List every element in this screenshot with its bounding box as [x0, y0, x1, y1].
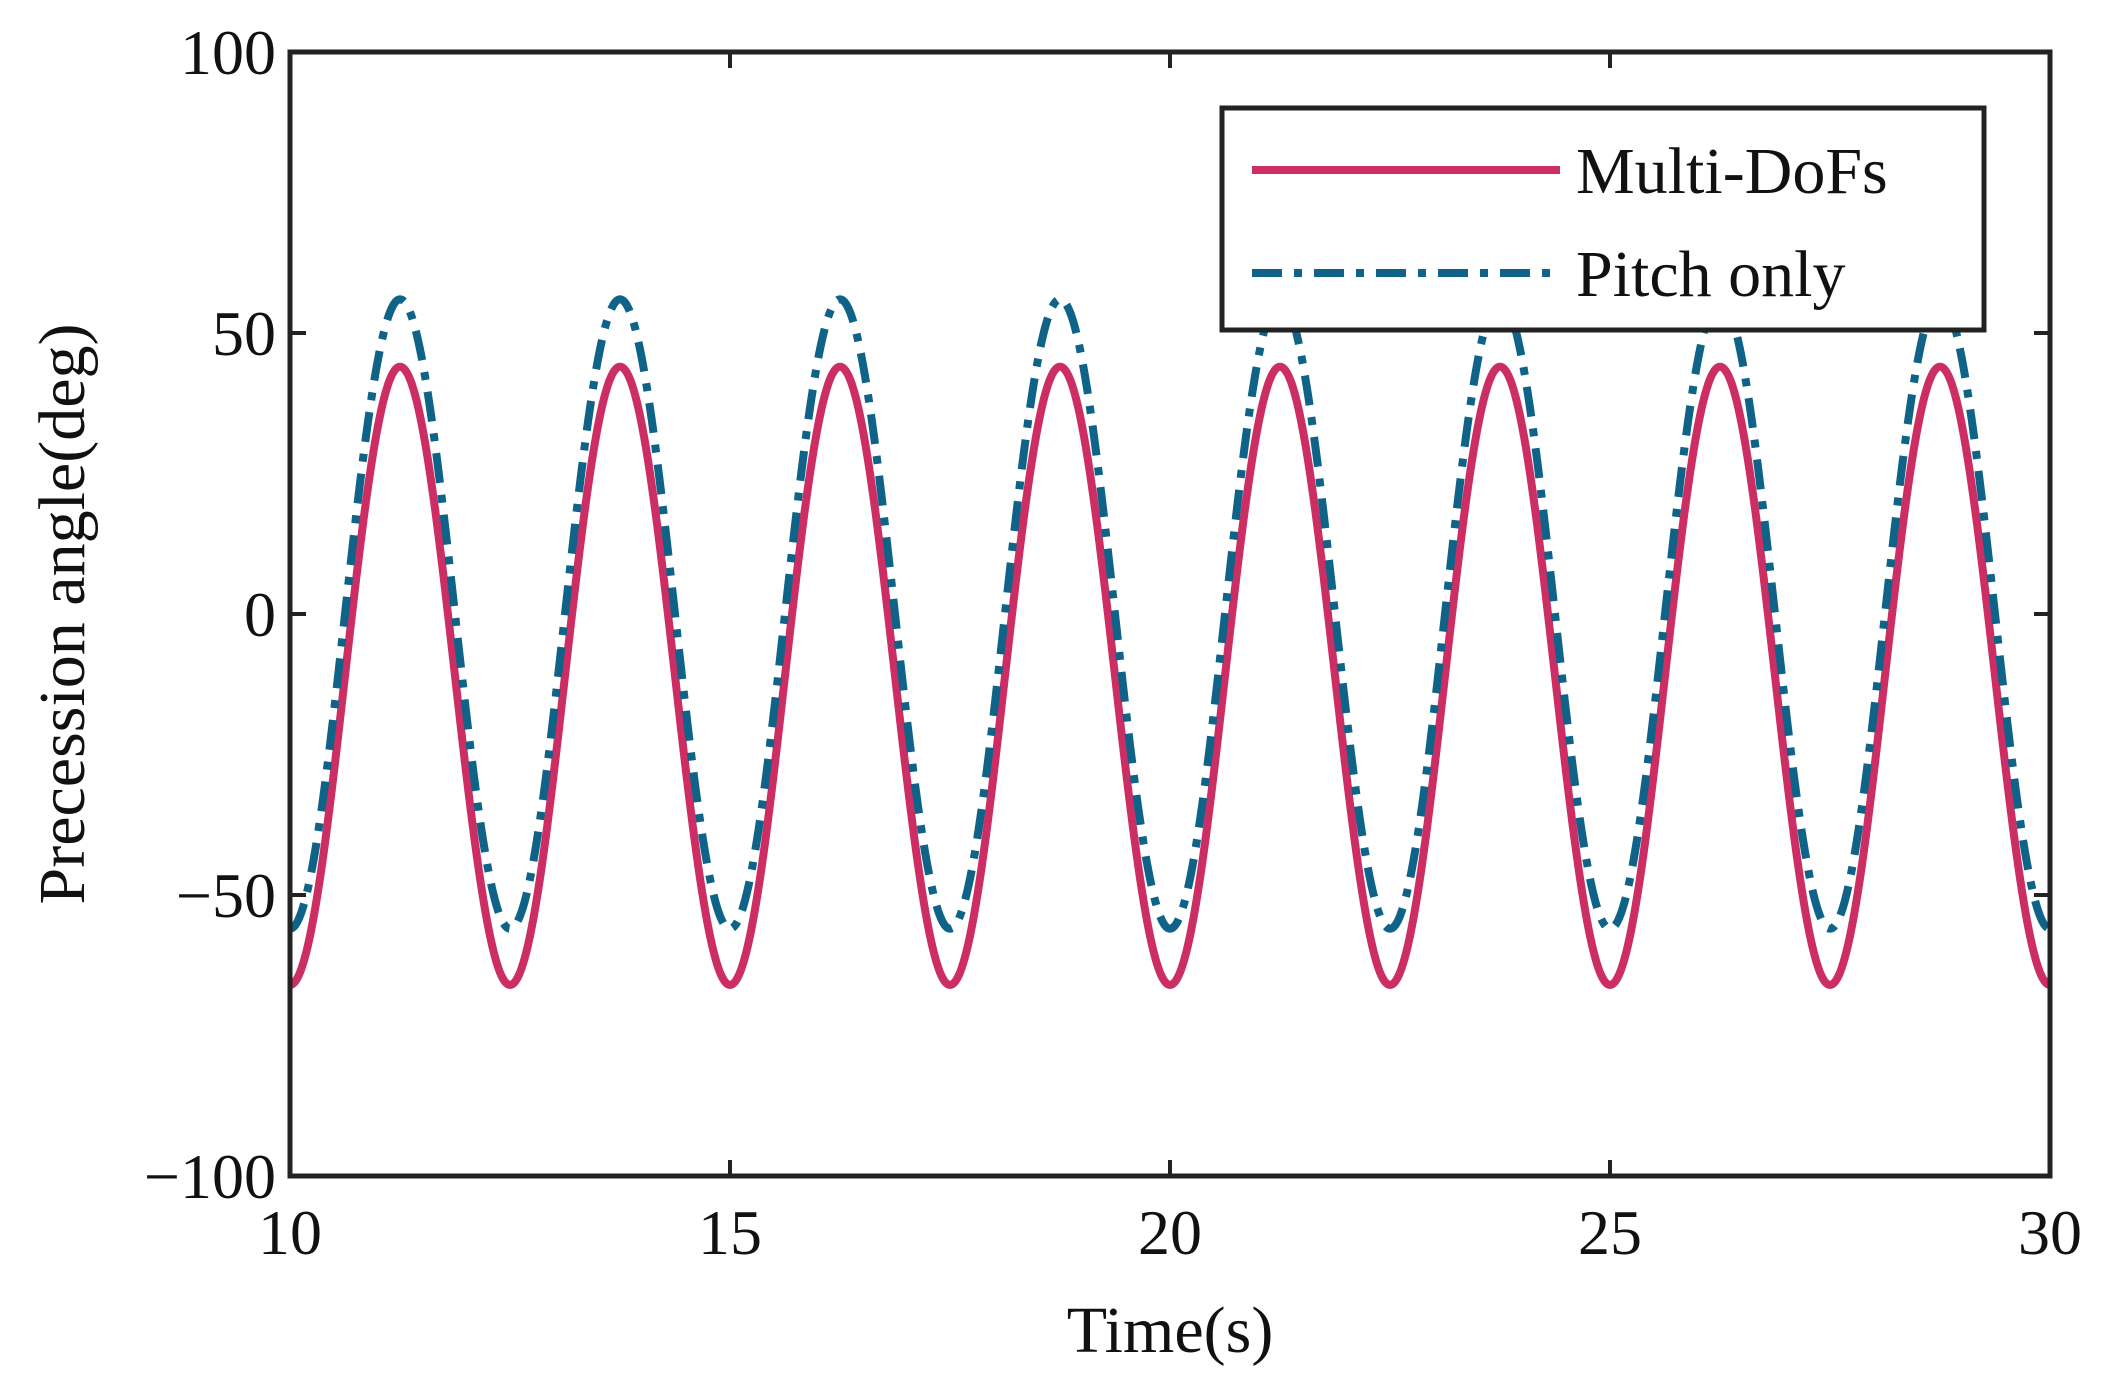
y-axis-label: Precession angle(deg) — [26, 324, 99, 905]
legend-label-pitch-only: Pitch only — [1576, 238, 1846, 311]
tick-layer: 10 15 20 25 30 −100 −50 0 50 100 — [144, 17, 2082, 1268]
y-tick-label-3: 50 — [212, 298, 276, 369]
legend: Multi-DoFs Pitch only — [1219, 105, 1987, 333]
y-tick-label-2: 0 — [244, 579, 276, 650]
y-tick-label-0: −100 — [144, 1141, 276, 1212]
series-layer — [290, 295, 2050, 989]
series-line-pitch-only — [290, 295, 2050, 933]
series-line-multi-dofs — [290, 362, 2050, 989]
x-tick-label-0: 10 — [258, 1197, 322, 1268]
legend-box — [1219, 105, 1987, 333]
legend-label-multi-dofs: Multi-DoFs — [1576, 135, 1888, 208]
x-tick-label-4: 30 — [2018, 1197, 2082, 1268]
x-tick-label-3: 25 — [1578, 1197, 1642, 1268]
y-tick-label-4: 100 — [180, 17, 276, 88]
x-axis-label: Time(s) — [1067, 1294, 1274, 1367]
x-tick-label-2: 20 — [1138, 1197, 1202, 1268]
x-tick-label-1: 15 — [698, 1197, 762, 1268]
y-tick-label-1: −50 — [176, 860, 276, 931]
